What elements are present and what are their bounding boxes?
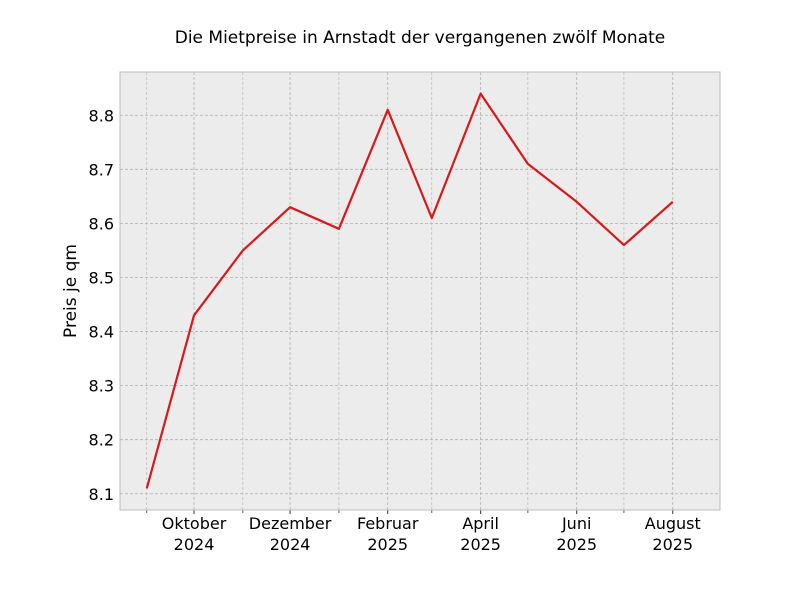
x-tick-label: Oktober 2024 [162, 514, 227, 554]
x-tick-label-month: Oktober [162, 514, 227, 533]
x-tick-label-year: 2025 [652, 535, 693, 554]
y-tick-label: 8.1 [89, 485, 114, 504]
x-tick-label-month: Februar [357, 514, 419, 533]
plot-frame [119, 71, 721, 511]
x-tick-label-year: 2024 [270, 535, 311, 554]
x-tick-label-month: Dezember [249, 514, 332, 533]
series-line [145, 92, 674, 489]
x-tick-label-year: 2024 [174, 535, 215, 554]
y-tick-label: 8.3 [89, 377, 114, 396]
y-tick-label: 8.6 [89, 214, 114, 233]
x-tick-label-year: 2025 [556, 535, 597, 554]
x-tick-label-month: Juni [561, 514, 591, 533]
x-tick-label-month: August [645, 514, 701, 533]
chart-title: Die Mietpreise in Arnstadt der vergangen… [175, 28, 666, 48]
y-tick-label: 8.2 [89, 431, 114, 450]
x-tick-label: Juni 2025 [556, 514, 597, 554]
series-layer [145, 92, 674, 489]
y-axis-label: Preis je qm [61, 244, 81, 338]
y-tick-label: 8.4 [89, 323, 114, 342]
x-tick-label: Februar 2025 [357, 514, 419, 554]
y-tick-label: 8.7 [89, 160, 114, 179]
grid-lines [120, 72, 720, 510]
x-tick-label: April 2025 [460, 514, 501, 554]
x-tick-label-year: 2025 [367, 535, 408, 554]
y-tick-label: 8.5 [89, 268, 114, 287]
x-tick-label: Dezember 2024 [249, 514, 332, 554]
y-axis: 8.1 8.2 8.3 8.4 8.5 8.6 8.7 8.8 [89, 106, 114, 504]
x-tick-label: August 2025 [645, 514, 701, 554]
x-axis: Oktober 2024 Dezember 2024 Februar 2025 April 2… [146, 510, 701, 554]
x-tick-label-month: April [462, 514, 499, 533]
y-tick-label: 8.8 [89, 106, 114, 125]
x-tick-label-year: 2025 [460, 535, 501, 554]
plot-area [120, 72, 720, 510]
